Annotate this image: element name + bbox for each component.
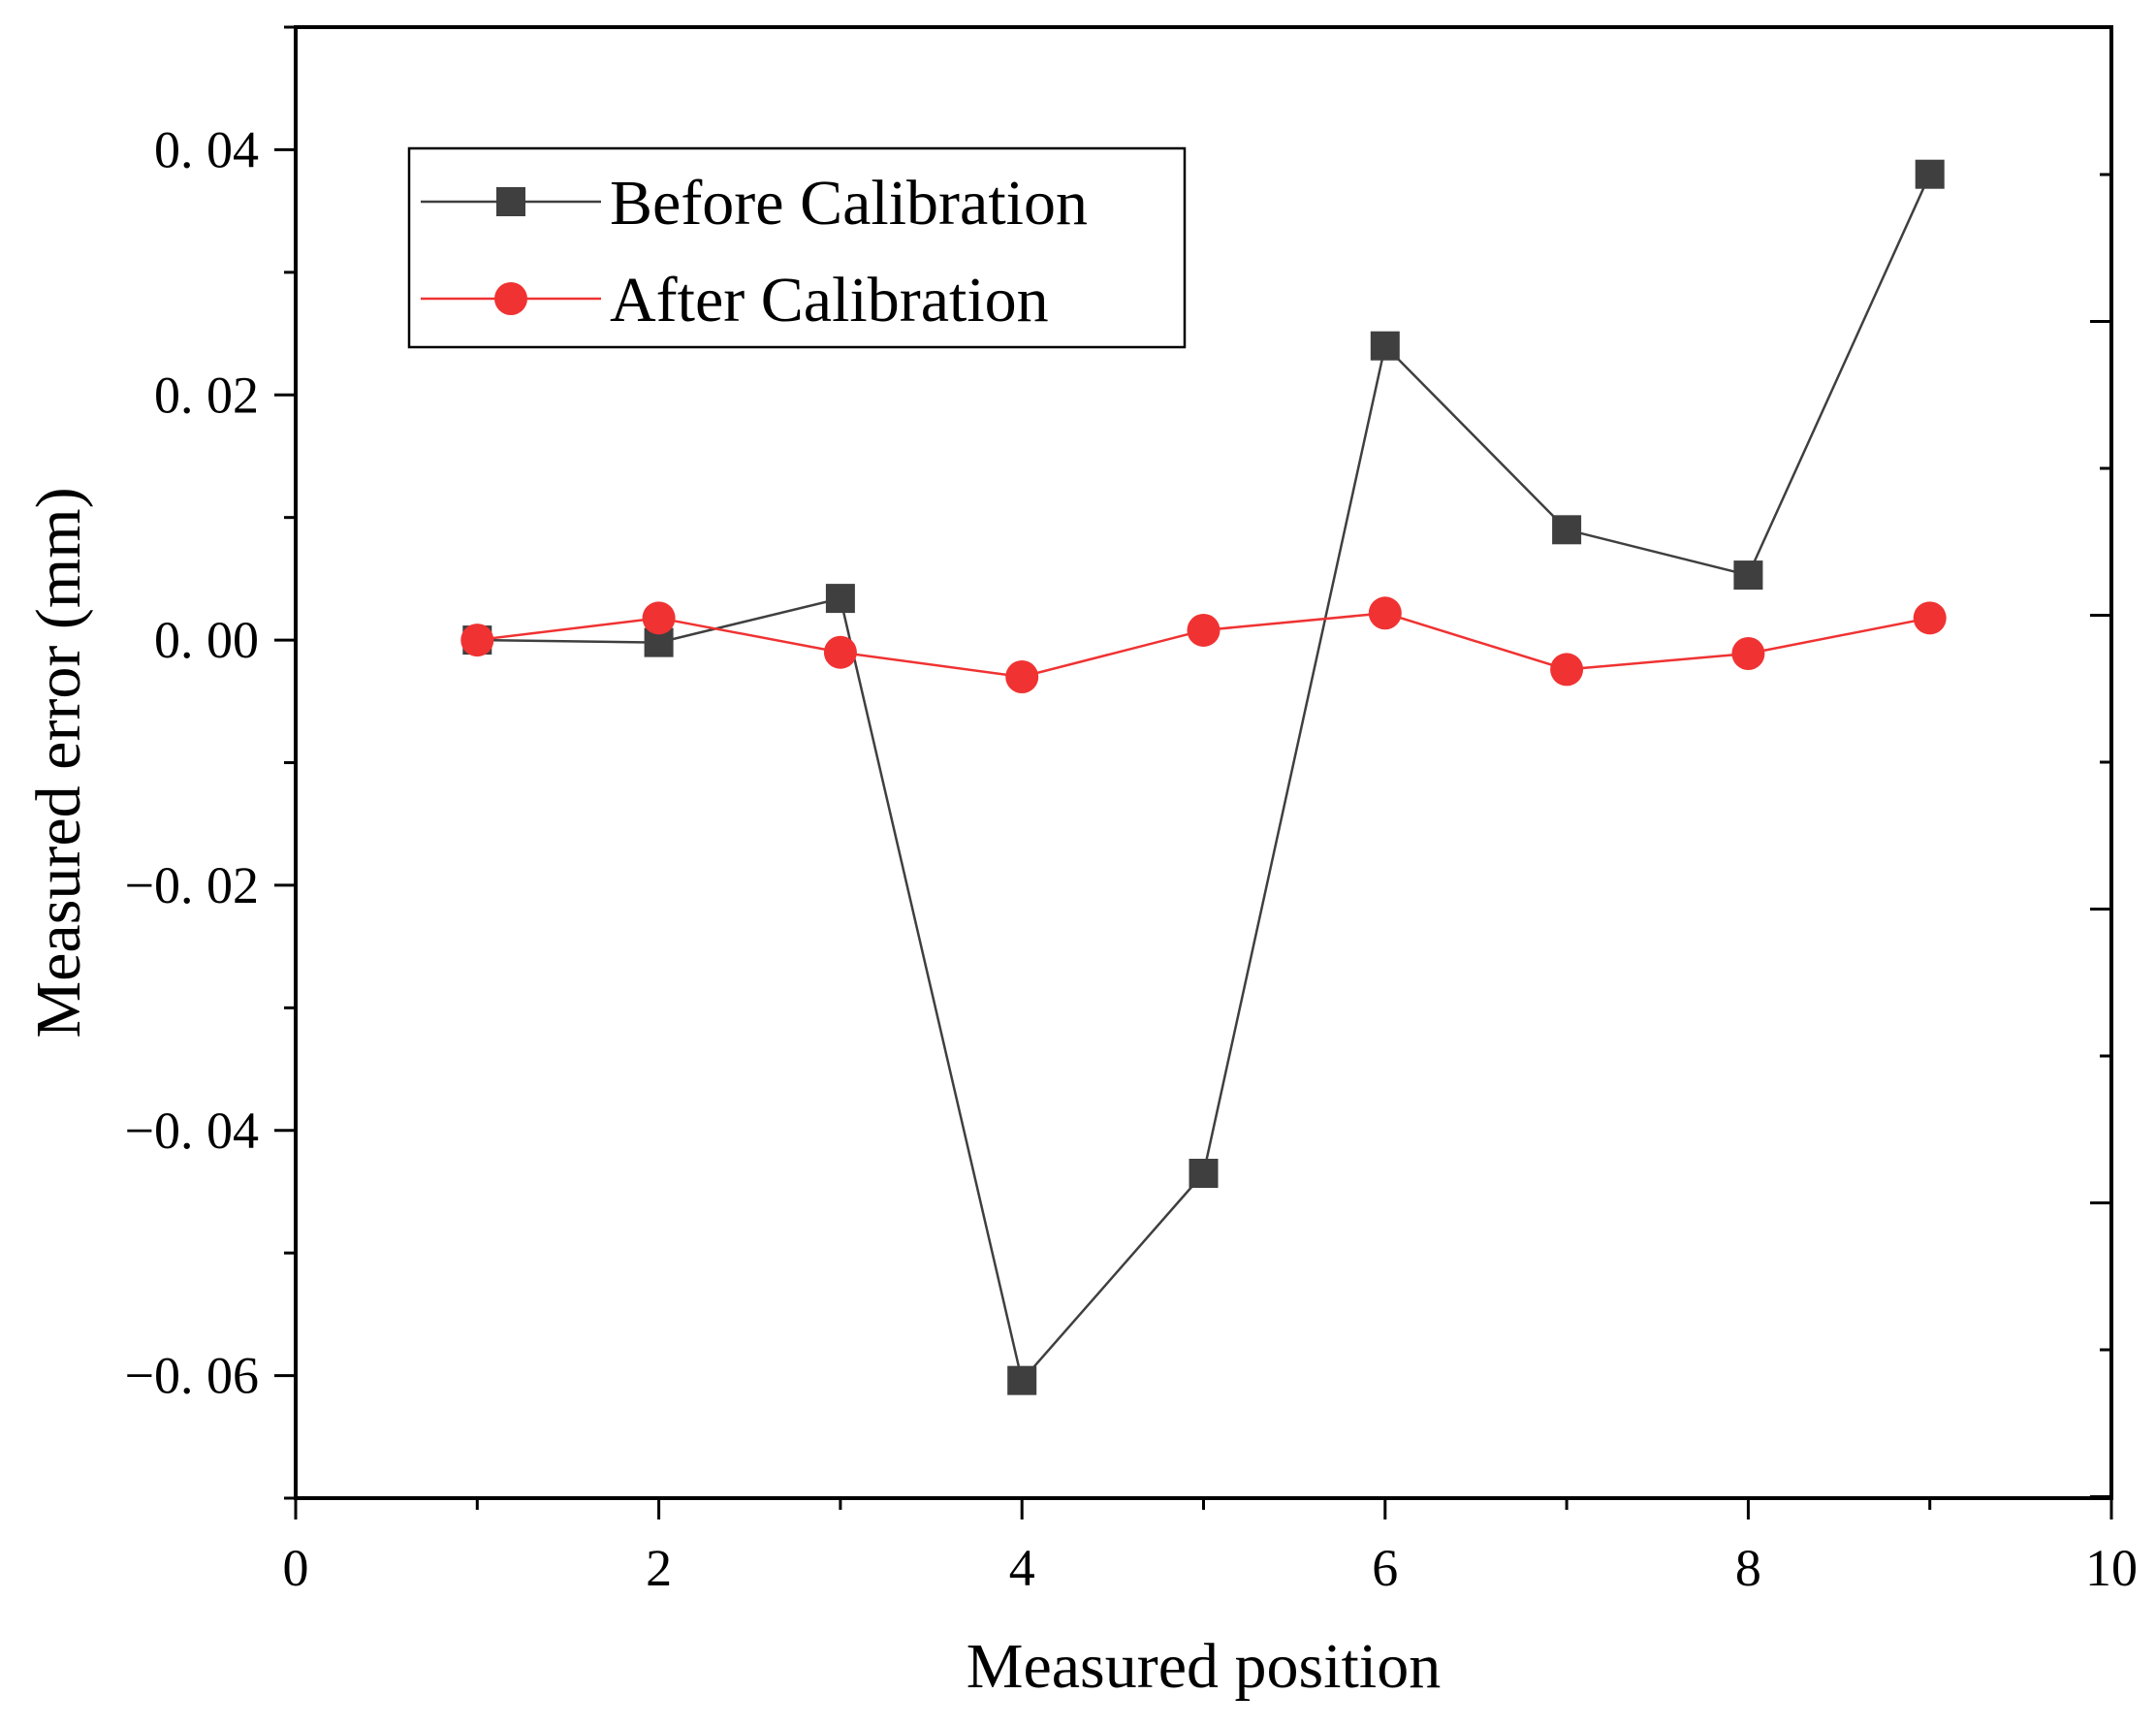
y-axis-title: Measured error (mm) — [23, 487, 94, 1038]
data-point-square — [1733, 560, 1763, 591]
legend-label: After Calibration — [610, 265, 1049, 336]
data-point-circle — [460, 624, 494, 657]
y-tick-label: −0. 06 — [125, 1347, 259, 1405]
legend-marker-circle — [494, 282, 527, 315]
legend-marker-square — [496, 187, 525, 216]
legend-box — [407, 146, 1187, 349]
y-tick-label: 0. 00 — [154, 611, 259, 669]
data-point-square — [1552, 515, 1582, 545]
data-point-square — [1189, 1158, 1219, 1188]
data-point-circle — [1005, 660, 1039, 694]
data-point-circle — [823, 635, 857, 669]
x-tick-label: 4 — [1009, 1539, 1035, 1597]
y-tick-label: 0. 02 — [154, 366, 259, 424]
data-point-circle — [642, 601, 676, 635]
x-tick-label: 2 — [646, 1539, 672, 1597]
data-point-circle — [1731, 636, 1765, 670]
data-point-circle — [1187, 613, 1221, 647]
data-point-square — [1915, 159, 1945, 189]
x-tick-label: 6 — [1372, 1539, 1398, 1597]
y-tick-label: −0. 04 — [125, 1102, 259, 1160]
data-point-square — [1370, 331, 1400, 361]
y-tick-label: −0. 02 — [125, 856, 259, 914]
legend: Before Calibration After Calibration — [407, 146, 1187, 349]
data-point-circle — [1913, 601, 1947, 635]
x-axis-title: Measured position — [967, 1631, 1441, 1702]
data-point-square — [825, 584, 855, 614]
series-line-1 — [477, 174, 1931, 1384]
y-tick-label: 0. 04 — [154, 120, 259, 178]
data-point-square — [1007, 1365, 1037, 1395]
legend-label: Before Calibration — [610, 168, 1088, 239]
x-tick-label: 8 — [1735, 1539, 1761, 1597]
x-tick-label: 10 — [2085, 1539, 2138, 1597]
plot-area: 0 2 4 6 8 10 −0. 06 −0. 04 −0. 02 0. 00 0. 02 0. 04 — [125, 25, 2138, 1597]
data-point-circle — [1550, 653, 1584, 687]
data-point-circle — [1368, 596, 1402, 630]
x-tick-label: 0 — [283, 1539, 309, 1597]
